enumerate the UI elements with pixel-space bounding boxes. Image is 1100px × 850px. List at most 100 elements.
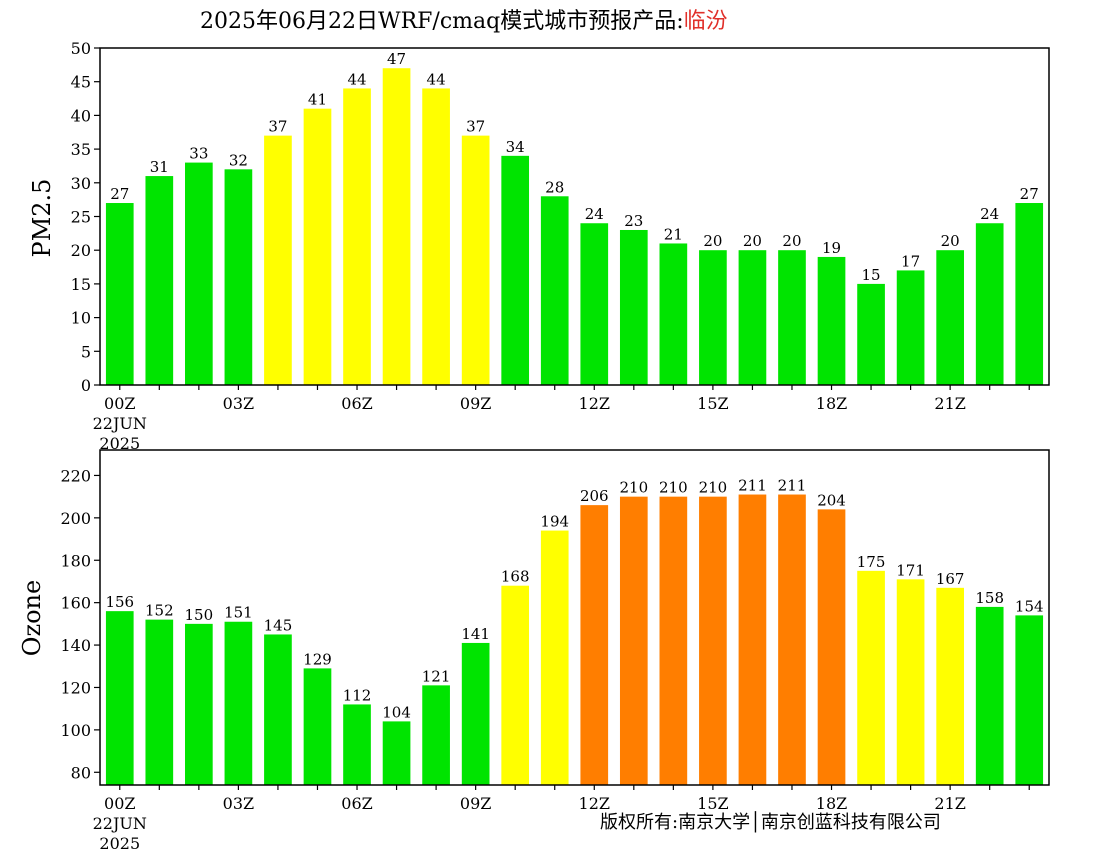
x-tick-label: 12Z	[579, 394, 610, 413]
bar	[145, 176, 174, 385]
data-label: 210	[659, 479, 688, 497]
figure-title: 2025年06月22日WRF/cmaq模式城市预报产品:临汾	[200, 9, 728, 34]
copyright-text: 版权所有:南京大学│南京创蓝科技有限公司	[600, 811, 941, 833]
x-tick-label: 03Z	[223, 394, 254, 413]
data-label: 145	[264, 616, 293, 634]
y-tick-label: 140	[60, 636, 91, 655]
bar	[778, 494, 806, 785]
bar	[857, 283, 885, 385]
chart-panel-1: 27 31 33 32 37 41 44 47 44 37 34 28 24 23 21 20 20 20 19 15…	[28, 39, 1050, 453]
data-label: 19	[822, 239, 841, 257]
y-tick-label: 40	[71, 106, 91, 125]
bar	[1015, 203, 1044, 385]
y-tick-label: 120	[60, 678, 91, 697]
data-label: 154	[1015, 597, 1044, 615]
y-tick-label: 35	[71, 140, 91, 159]
bar	[461, 642, 490, 785]
x-tick-label: 00Z	[104, 394, 135, 413]
data-label: 211	[778, 477, 807, 495]
bar	[699, 496, 727, 785]
y-tick-label: 220	[60, 466, 91, 485]
bar	[185, 162, 213, 385]
bar	[461, 135, 490, 385]
data-label: 210	[699, 479, 728, 497]
bar	[264, 634, 292, 785]
data-label: 27	[1020, 185, 1039, 203]
bar	[343, 704, 371, 785]
x-tick-label: 15Z	[697, 794, 728, 813]
bar	[817, 256, 846, 385]
bar	[105, 203, 134, 385]
data-label: 206	[580, 487, 609, 505]
x-tick-label: 18Z	[816, 794, 847, 813]
x-tick-label: 03Z	[223, 794, 254, 813]
data-label: 41	[308, 91, 327, 109]
x-tick-label: 09Z	[460, 394, 491, 413]
data-label: 156	[105, 593, 134, 611]
bar	[1015, 615, 1044, 785]
bar	[896, 579, 925, 785]
x-tick-sublabel: 22JUN	[93, 414, 147, 433]
y-axis-label: Ozone	[18, 580, 46, 656]
data-label: 24	[980, 205, 999, 223]
data-label: 23	[624, 212, 643, 230]
y-tick-label: 15	[71, 275, 91, 294]
bar	[224, 621, 253, 785]
data-label: 204	[817, 491, 846, 509]
bar	[619, 229, 648, 385]
data-label: 47	[387, 50, 406, 68]
data-label: 17	[901, 252, 920, 270]
data-label: 21	[664, 225, 683, 243]
y-tick-label: 30	[71, 174, 91, 193]
data-label: 28	[545, 178, 564, 196]
bar	[540, 530, 569, 785]
bar	[857, 570, 885, 785]
y-tick-label: 20	[71, 241, 91, 260]
data-label: 37	[268, 118, 287, 136]
data-label: 44	[347, 70, 366, 88]
bar	[422, 685, 450, 785]
bar	[145, 619, 174, 785]
data-label: 141	[461, 625, 490, 643]
data-label: 151	[224, 604, 253, 622]
y-tick-label: 80	[71, 763, 91, 782]
data-label: 171	[896, 561, 925, 579]
data-label: 37	[466, 118, 485, 136]
chart-panels: 27 31 33 32 37 41 44 47 44 37 34 28 24 23 21 20 20 20 19 15…	[18, 39, 1050, 850]
bar	[422, 88, 450, 385]
data-label: 158	[975, 589, 1004, 607]
chart-panel-2: 156 152 150 151 145 129 112 104 121 141 168 194 206 2…	[18, 449, 1050, 850]
y-tick-label: 200	[60, 509, 91, 528]
bar	[738, 494, 767, 785]
bar	[580, 505, 609, 785]
data-label: 129	[303, 650, 332, 668]
bar	[343, 88, 371, 385]
data-label: 34	[506, 138, 525, 156]
data-label: 31	[150, 158, 169, 176]
data-label: 33	[189, 145, 208, 163]
bar	[303, 668, 332, 785]
data-label: 20	[782, 232, 801, 250]
data-label: 121	[422, 667, 451, 685]
x-tick-label: 15Z	[697, 394, 728, 413]
data-label: 167	[936, 570, 965, 588]
bar	[975, 606, 1004, 785]
data-label: 168	[501, 568, 530, 586]
bar	[619, 496, 648, 785]
data-label: 15	[862, 266, 881, 284]
x-tick-sublabel: 2025	[99, 434, 140, 453]
bar	[580, 223, 609, 385]
y-tick-label: 50	[71, 39, 91, 58]
x-tick-label: 06Z	[341, 394, 372, 413]
y-tick-label: 5	[81, 342, 91, 361]
bar	[936, 587, 964, 785]
data-label: 152	[145, 602, 174, 620]
x-tick-label: 12Z	[579, 794, 610, 813]
y-tick-label: 100	[60, 721, 91, 740]
data-label: 20	[941, 232, 960, 250]
data-label: 20	[743, 232, 762, 250]
bar	[224, 169, 253, 385]
bar	[303, 108, 332, 385]
data-label: 32	[229, 151, 248, 169]
bar	[778, 250, 806, 385]
